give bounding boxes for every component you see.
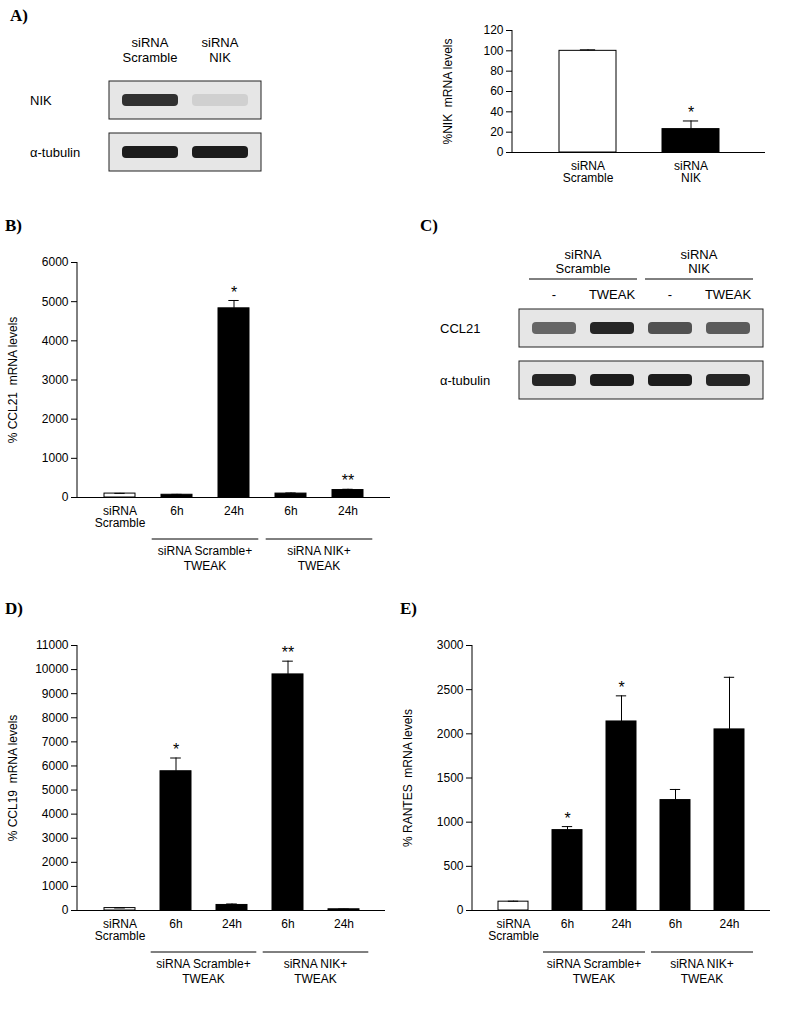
svg-text:2000: 2000 xyxy=(437,727,464,741)
svg-text:3000: 3000 xyxy=(42,373,69,387)
svg-text:*: * xyxy=(564,810,570,827)
svg-text:siRNANIK: siRNANIK xyxy=(202,35,239,65)
svg-text:3000: 3000 xyxy=(437,638,464,652)
svg-text:60: 60 xyxy=(490,84,504,98)
svg-text:5000: 5000 xyxy=(42,295,69,309)
svg-text:% CCL21 mRNA levels: % CCL21 mRNA levels xyxy=(6,317,20,444)
svg-text:siRNA NIK+TWEAK: siRNA NIK+TWEAK xyxy=(284,957,348,986)
svg-text:6h: 6h xyxy=(170,504,183,518)
html-text:A): A) xyxy=(10,6,28,25)
html-text:E): E) xyxy=(400,599,417,618)
svg-text:siRNA Scramble+TWEAK: siRNA Scramble+TWEAK xyxy=(547,957,641,986)
svg-text:siRNAScramble: siRNAScramble xyxy=(95,504,146,530)
svg-text:siRNA NIK+TWEAK: siRNA NIK+TWEAK xyxy=(670,957,734,986)
svg-text:80: 80 xyxy=(490,64,504,78)
svg-text:*: * xyxy=(173,741,179,758)
svg-text:0: 0 xyxy=(497,145,504,159)
svg-text:100: 100 xyxy=(483,44,503,58)
svg-text:siRNAScramble: siRNAScramble xyxy=(556,247,611,276)
svg-text:0: 0 xyxy=(62,490,69,504)
svg-text:siRNAScramble: siRNAScramble xyxy=(95,917,146,943)
svg-text:6000: 6000 xyxy=(42,255,69,269)
svg-text:α-tubulin: α-tubulin xyxy=(440,373,490,388)
svg-text:1000: 1000 xyxy=(437,815,464,829)
svg-text:24h: 24h xyxy=(222,917,242,931)
svg-text:2000: 2000 xyxy=(42,855,69,869)
svg-text:*: * xyxy=(688,104,694,121)
svg-text:24h: 24h xyxy=(338,504,358,518)
svg-text:NIK: NIK xyxy=(30,93,52,108)
svg-text:α-tubulin: α-tubulin xyxy=(30,145,80,160)
svg-text:40: 40 xyxy=(490,105,504,119)
svg-text:TWEAK: TWEAK xyxy=(589,287,636,302)
svg-text:24h: 24h xyxy=(719,917,739,931)
svg-text:TWEAK: TWEAK xyxy=(705,287,752,302)
svg-text:2500: 2500 xyxy=(437,683,464,697)
svg-text:siRNANIK: siRNANIK xyxy=(674,159,708,185)
svg-text:20: 20 xyxy=(490,125,504,139)
svg-text:6h: 6h xyxy=(561,917,574,931)
svg-text:**: ** xyxy=(342,472,354,489)
svg-text:siRNA Scramble+TWEAK: siRNA Scramble+TWEAK xyxy=(158,544,252,573)
svg-text:1000: 1000 xyxy=(42,879,69,893)
svg-text:9000: 9000 xyxy=(42,687,69,701)
svg-text:3000: 3000 xyxy=(42,831,69,845)
svg-text:24h: 24h xyxy=(611,917,631,931)
svg-text:6000: 6000 xyxy=(42,759,69,773)
svg-text:siRNAScramble: siRNAScramble xyxy=(488,917,539,943)
svg-text:% RANTES mRNA levels: % RANTES mRNA levels xyxy=(401,709,415,847)
svg-text:6h: 6h xyxy=(169,917,182,931)
svg-text:1500: 1500 xyxy=(437,771,464,785)
svg-text:0: 0 xyxy=(62,903,69,917)
svg-text:24h: 24h xyxy=(334,917,354,931)
svg-text:1000: 1000 xyxy=(42,451,69,465)
svg-text:-: - xyxy=(552,287,556,302)
html-text:D): D) xyxy=(5,599,23,618)
svg-text:siRNANIK: siRNANIK xyxy=(681,247,718,276)
svg-text:siRNA Scramble+TWEAK: siRNA Scramble+TWEAK xyxy=(156,957,250,986)
svg-text:6h: 6h xyxy=(281,917,294,931)
svg-text:siRNA NIK+TWEAK: siRNA NIK+TWEAK xyxy=(287,544,351,573)
svg-text:*: * xyxy=(231,284,237,301)
html-text:B): B) xyxy=(5,216,22,235)
svg-text:5000: 5000 xyxy=(42,783,69,797)
svg-text:%NIK mRNA levels: %NIK mRNA levels xyxy=(441,38,455,144)
svg-text:-: - xyxy=(668,287,672,302)
svg-text:8000: 8000 xyxy=(42,711,69,725)
svg-text:11000: 11000 xyxy=(36,638,69,652)
svg-text:6h: 6h xyxy=(669,917,682,931)
svg-text:4000: 4000 xyxy=(42,807,69,821)
svg-text:24h: 24h xyxy=(224,504,244,518)
svg-text:0: 0 xyxy=(457,903,464,917)
html-text:C): C) xyxy=(420,216,438,235)
svg-text:10000: 10000 xyxy=(35,662,69,676)
svg-text:6h: 6h xyxy=(284,504,297,518)
svg-text:CCL21: CCL21 xyxy=(440,321,480,336)
svg-text:% CCL19 mRNA levels: % CCL19 mRNA levels xyxy=(6,715,20,842)
svg-text:7000: 7000 xyxy=(42,735,69,749)
svg-text:2000: 2000 xyxy=(42,412,69,426)
svg-text:**: ** xyxy=(282,644,294,661)
svg-text:*: * xyxy=(618,679,624,696)
svg-text:4000: 4000 xyxy=(42,334,69,348)
svg-text:120: 120 xyxy=(483,23,503,37)
svg-text:500: 500 xyxy=(443,859,463,873)
svg-text:siRNAScramble: siRNAScramble xyxy=(563,159,614,185)
svg-text:siRNAScramble: siRNAScramble xyxy=(123,35,178,65)
